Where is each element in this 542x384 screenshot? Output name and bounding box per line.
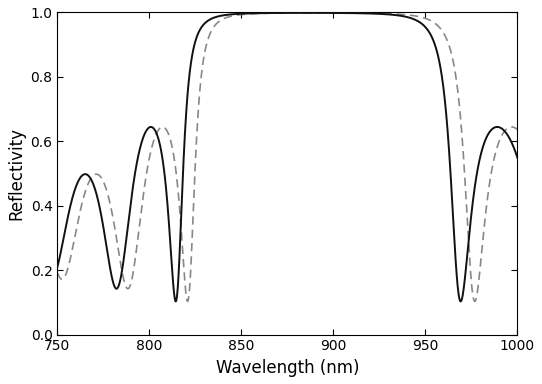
X-axis label: Wavelength (nm): Wavelength (nm) <box>216 359 359 377</box>
Y-axis label: Reflectivity: Reflectivity <box>7 127 25 220</box>
